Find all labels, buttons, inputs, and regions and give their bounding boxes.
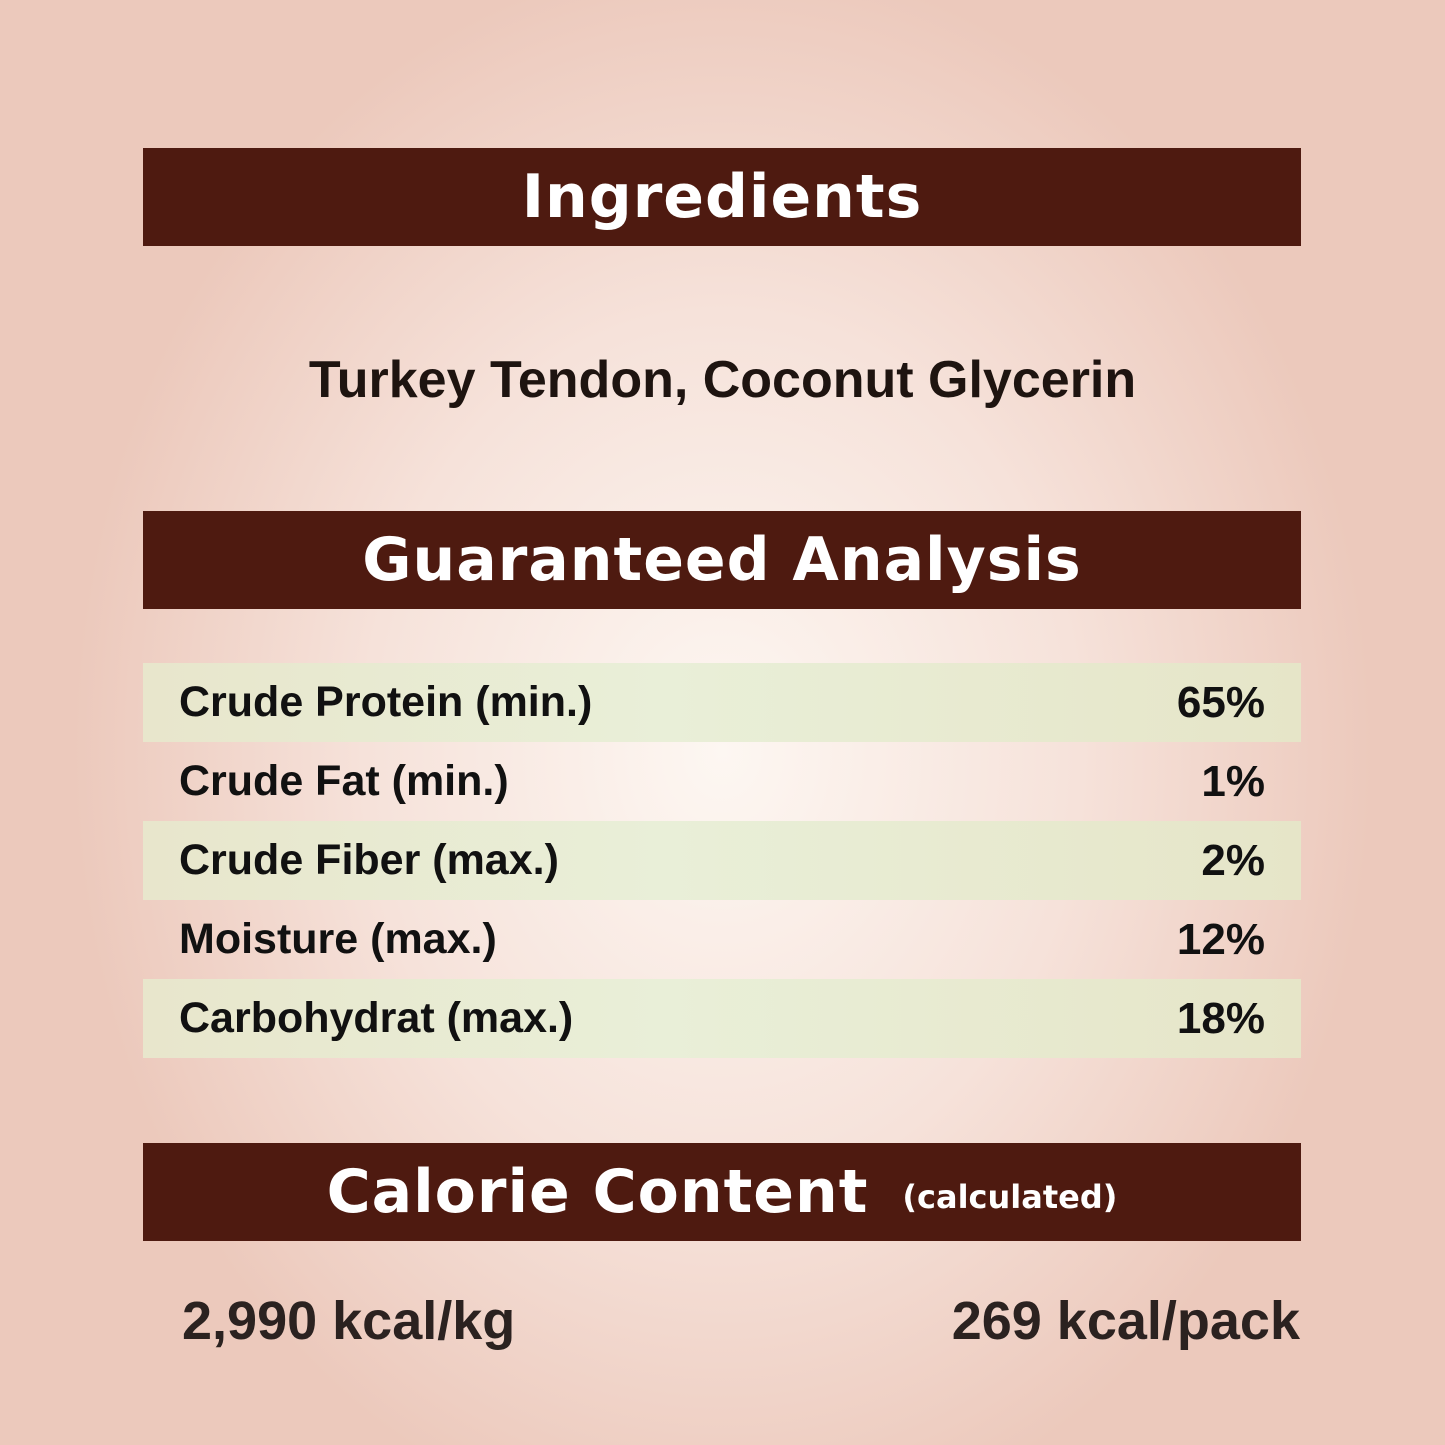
- row-value: 65%: [1176, 677, 1265, 727]
- row-label: Moisture (max.): [179, 915, 497, 963]
- row-value: 12%: [1176, 914, 1265, 964]
- table-row: Crude Fat (min.) 1%: [143, 742, 1301, 821]
- ingredients-text: Turkey Tendon, Coconut Glycerin: [308, 351, 1137, 409]
- analysis-banner: Guaranteed Analysis: [143, 511, 1301, 609]
- calorie-banner: Calorie Content (calculated): [143, 1143, 1301, 1241]
- analysis-table: Crude Protein (min.) 65% Crude Fat (min.…: [143, 663, 1301, 1058]
- table-row: Moisture (max.) 12%: [143, 900, 1301, 979]
- row-value: 2%: [1201, 835, 1265, 885]
- ingredients-banner: Ingredients: [143, 148, 1301, 246]
- calorie-qualifier: (calculated): [902, 1178, 1118, 1216]
- calories-per-pack: 269 kcal/pack: [951, 1291, 1300, 1351]
- table-row: Crude Protein (min.) 65%: [143, 663, 1301, 742]
- row-label: Crude Fat (min.): [179, 757, 509, 805]
- row-label: Carbohydrat (max.): [179, 994, 574, 1042]
- row-value: 1%: [1201, 756, 1265, 806]
- ingredients-heading: Ingredients: [521, 162, 923, 232]
- row-label: Crude Fiber (max.): [179, 836, 559, 884]
- calories-per-kg: 2,990 kcal/kg: [182, 1291, 516, 1351]
- analysis-heading: Guaranteed Analysis: [362, 525, 1082, 595]
- table-row: Carbohydrat (max.) 18%: [143, 979, 1301, 1058]
- row-label: Crude Protein (min.): [179, 678, 593, 726]
- table-row: Crude Fiber (max.) 2%: [143, 821, 1301, 900]
- calorie-heading: Calorie Content: [326, 1157, 869, 1227]
- row-value: 18%: [1176, 993, 1265, 1043]
